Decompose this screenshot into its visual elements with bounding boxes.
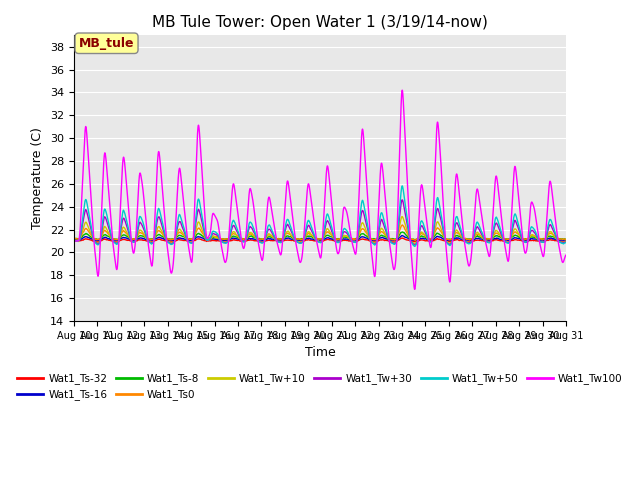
Y-axis label: Temperature (C): Temperature (C) (31, 127, 44, 229)
Title: MB Tule Tower: Open Water 1 (3/19/14-now): MB Tule Tower: Open Water 1 (3/19/14-now… (152, 15, 488, 30)
X-axis label: Time: Time (305, 346, 335, 359)
Text: MB_tule: MB_tule (79, 37, 134, 50)
Legend: Wat1_Ts-32, Wat1_Ts-16, Wat1_Ts-8, Wat1_Ts0, Wat1_Tw+10, Wat1_Tw+30, Wat1_Tw+50,: Wat1_Ts-32, Wat1_Ts-16, Wat1_Ts-8, Wat1_… (13, 369, 627, 405)
